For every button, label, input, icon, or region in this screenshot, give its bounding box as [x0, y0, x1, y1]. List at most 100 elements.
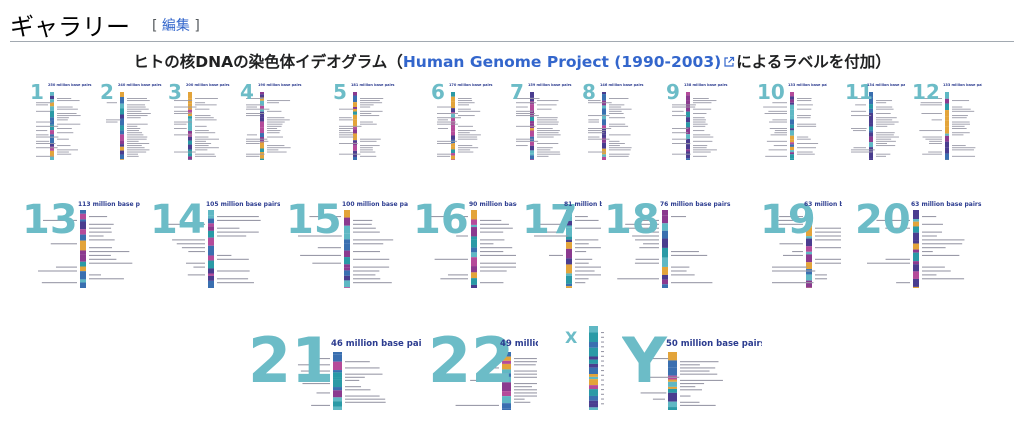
chromosome-thumbnail-x[interactable]: X: [565, 322, 605, 414]
gene-label-line: [300, 254, 341, 256]
gene-label-line: [815, 239, 841, 241]
gene-label-line: [470, 379, 499, 381]
gene-label-line: [952, 108, 971, 110]
chromosome-thumbnail-3[interactable]: 3 200 million base pairs: [168, 82, 230, 164]
gene-label-line: [345, 398, 386, 400]
gene-label-line: [106, 102, 117, 104]
chromosome-band: [451, 153, 455, 156]
chromosome-band: [208, 237, 214, 246]
gene-label-line: [876, 138, 892, 140]
chromosome-band: [260, 133, 264, 138]
chromosome-band: [662, 215, 668, 224]
chromosome-thumbnail-21[interactable]: 21 46 million base pairs: [248, 322, 422, 414]
gene-label-line: [458, 149, 471, 151]
chromosome-thumbnail-5[interactable]: 5 181 million base pairs: [333, 82, 405, 164]
gene-label-line: [127, 145, 142, 147]
chromosome-band: [50, 92, 54, 96]
chromosome-band: [806, 262, 812, 270]
gene-label-line: [345, 389, 371, 391]
gene-label-line: [360, 123, 377, 125]
gene-label-line: [768, 149, 787, 151]
chromosome-thumbnail-20[interactable]: 20 63 million base pairs: [855, 200, 1005, 292]
gene-label-line: [360, 138, 381, 140]
gene-label-line: [922, 216, 937, 218]
gene-label-line: [300, 370, 330, 372]
gene-label-line: [298, 235, 342, 237]
chromosome-band: [566, 216, 572, 221]
gene-label-line: [488, 367, 499, 369]
chromosome-thumbnail-1[interactable]: 1 250 million base pairs: [30, 82, 92, 164]
chromosome-band: [260, 97, 264, 101]
chromosome-thumbnail-14[interactable]: 14 105 million base pairs: [150, 200, 280, 292]
gene-label-line: [127, 149, 150, 151]
gene-label-line: [89, 274, 102, 276]
gene-label-line: [267, 102, 279, 104]
chromosome-band: [806, 236, 812, 239]
gene-label-line: [693, 134, 711, 136]
gene-label-line: [345, 361, 370, 363]
gene-label-line: [195, 117, 214, 119]
gene-label-line: [922, 270, 951, 272]
chromosome-band: [530, 130, 534, 137]
gene-label-line: [797, 138, 811, 140]
chromosome-band: [188, 103, 192, 110]
gene-label-line: [929, 140, 942, 142]
gene-label-line: [437, 155, 451, 157]
chromosome-band: [120, 159, 124, 160]
gene-label-line: [437, 119, 448, 121]
gene-label-line: [778, 223, 803, 225]
gene-label-line: [693, 136, 714, 138]
gene-label-line: [302, 383, 330, 385]
gene-label-line: [195, 102, 206, 104]
chromosome-band: [790, 124, 794, 129]
chromosome-band: [120, 96, 124, 104]
chromosome-band: [686, 138, 690, 145]
human-genome-project-link[interactable]: Human Genome Project (1990-2003): [402, 53, 722, 71]
chromosome-thumbnail-4[interactable]: 4 190 million base pairs: [240, 82, 302, 164]
base-pairs-label: 76 million base pairs: [660, 201, 731, 208]
chromosome-thumbnail-18[interactable]: 18 76 million base pairs: [604, 200, 736, 292]
gene-label-line: [195, 132, 216, 134]
gene-label-line: [186, 262, 205, 264]
edit-link[interactable]: 編集: [161, 18, 190, 34]
gene-label-line: [339, 128, 354, 129]
gene-label-line: [671, 216, 687, 218]
chromosome-thumbnail-8[interactable]: 8 146 million base pairs: [582, 82, 652, 164]
gene-label-line: [672, 115, 687, 117]
gallery-caption: ヒトの核DNAの染色体イデオグラム（Human Genome Project (…: [0, 50, 1024, 72]
gene-label-line: [195, 136, 209, 138]
chromosome-band: [502, 396, 511, 404]
gene-label-line: [312, 262, 341, 264]
chromosome-thumbnail-2[interactable]: 2 240 million base pairs: [100, 82, 162, 164]
gene-label-line: [772, 219, 813, 221]
gene-label-line: [57, 149, 78, 151]
gene-label-line: [671, 282, 713, 284]
gene-label-line: [680, 401, 700, 403]
chromosome-thumbnail-9[interactable]: 9 138 million base pairs: [666, 82, 740, 164]
gene-label-line: [36, 134, 49, 136]
gene-label-line: [609, 106, 622, 108]
chromosome-thumbnail-y[interactable]: Y 50 million base pairs: [622, 322, 762, 414]
chromosome-ideogram-icon: [106, 92, 151, 160]
chromosome-thumbnail-6[interactable]: 6 170 million base pairs: [431, 82, 503, 164]
gene-label-line: [772, 266, 808, 268]
gene-label-line: [514, 364, 536, 366]
chromosome-band: [50, 102, 54, 107]
gene-label-line: [127, 143, 150, 144]
gene-label-line: [57, 113, 77, 114]
chromosome-band: [790, 115, 794, 120]
chromosome-band: [869, 92, 873, 98]
gene-label-line: [480, 262, 516, 264]
chromosome-band: [451, 127, 455, 132]
chromosome-thumbnail-7[interactable]: 7 159 million base pairs: [510, 82, 580, 164]
chromosome-band: [344, 257, 350, 265]
